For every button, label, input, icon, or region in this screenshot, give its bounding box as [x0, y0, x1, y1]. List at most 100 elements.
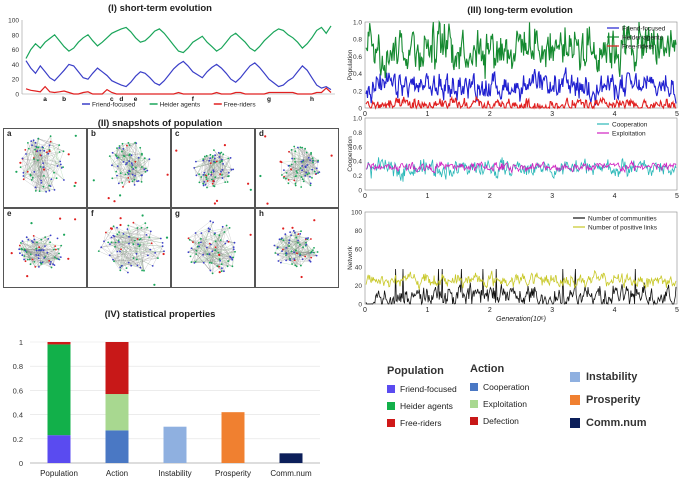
graph-node [290, 250, 293, 253]
graph-node [217, 251, 220, 254]
graph-node [200, 232, 203, 234]
graph-edge [198, 246, 222, 269]
graph-node [32, 139, 35, 142]
graph-node [60, 244, 63, 247]
graph-node [208, 261, 211, 264]
graph-node [119, 250, 121, 253]
legend-label: Heider-agents [622, 35, 664, 42]
graph-edge [113, 261, 121, 271]
graph-node [127, 261, 130, 264]
graph-node [141, 153, 143, 156]
graph-node [226, 240, 229, 242]
graph-edge [31, 145, 50, 151]
bar-action-defection [105, 342, 129, 395]
graph-node [311, 157, 314, 159]
graph-edge [288, 151, 306, 167]
graph-edge [38, 138, 60, 146]
graph-edge [113, 227, 142, 262]
graph-edge [284, 157, 309, 177]
graph-edge [128, 142, 143, 155]
graph-node-isolated [74, 134, 77, 137]
graph-node-isolated [330, 154, 333, 157]
y-tick-label: 100 [351, 210, 362, 217]
graph-node [148, 158, 151, 160]
graph-node [210, 262, 213, 264]
graph-node [41, 146, 44, 148]
graph-edge [137, 227, 149, 256]
graph-edge [22, 241, 36, 267]
graph-node [49, 140, 52, 143]
category-label: Population [40, 469, 78, 478]
graph-node [47, 238, 50, 240]
graph-edge [208, 228, 216, 248]
graph-edge [288, 235, 292, 243]
graph-node [302, 246, 304, 249]
graph-node [200, 237, 202, 240]
graph-node [203, 155, 206, 158]
graph-edge [215, 249, 234, 251]
graph-node [281, 237, 283, 240]
graph-node [226, 265, 229, 268]
graph-node [53, 264, 56, 266]
graph-node [143, 157, 146, 160]
graph-edge [23, 166, 44, 180]
graph-node [227, 260, 230, 263]
x-tick-label: 0 [363, 193, 367, 200]
graph-node [313, 251, 315, 254]
graph-edge [39, 185, 51, 192]
graph-node [24, 260, 27, 263]
short-term-legend: Friend-focused Heider agents Free-riders [82, 102, 256, 109]
graph-edge [20, 242, 36, 267]
graph-node [30, 140, 33, 142]
graph-edge [213, 161, 229, 177]
graph-node [49, 185, 52, 187]
graph-node [225, 224, 228, 227]
series-line-cooperation [365, 157, 677, 182]
legend-label: Friend-focused [622, 26, 666, 33]
graph-node [219, 161, 221, 164]
graph-node [58, 151, 61, 153]
graph-edge [128, 243, 148, 256]
graph-node [297, 239, 299, 242]
graph-node [212, 170, 215, 173]
plot-frame [364, 211, 678, 305]
graph-node [309, 260, 312, 263]
graph-node [126, 144, 128, 147]
graph-node [48, 259, 51, 262]
graph-node [48, 144, 51, 147]
graph-node [231, 265, 234, 268]
graph-edge [222, 226, 234, 250]
graph-edge [209, 229, 216, 234]
graph-node [221, 225, 224, 228]
graph-node-isolated [249, 233, 252, 236]
graph-edge [291, 147, 301, 151]
snapshot-letter: d [259, 129, 264, 138]
graph-node-isolated [26, 275, 29, 278]
graph-edge [113, 251, 121, 262]
graph-edge [279, 233, 301, 240]
graph-node [140, 226, 143, 229]
graph-node [202, 182, 205, 185]
graph-edge [22, 158, 24, 173]
graph-node [284, 233, 287, 236]
graph-edge [19, 249, 46, 258]
graph-node [128, 144, 131, 146]
graph-node [154, 252, 157, 254]
graph-edge [128, 227, 148, 237]
network-subplot: 0 20 40 60 80 100 0 1 2 3 4 5 Network Generation(10⁶)… [347, 210, 679, 323]
graph-node [35, 247, 38, 250]
graph-edge [297, 147, 302, 188]
graph-node [198, 173, 200, 176]
legend-label: Cooperation [612, 122, 648, 129]
graph-node [42, 185, 45, 188]
graph-node [141, 166, 143, 168]
graph-node [223, 231, 226, 233]
graph-node [205, 178, 208, 180]
graph-node [116, 165, 119, 167]
graph-edge [109, 156, 119, 184]
graph-node [230, 168, 233, 171]
graph-node [121, 142, 124, 145]
graph-edge [195, 228, 209, 234]
graph-node-isolated [92, 179, 95, 182]
graph-node-isolated [223, 144, 226, 147]
